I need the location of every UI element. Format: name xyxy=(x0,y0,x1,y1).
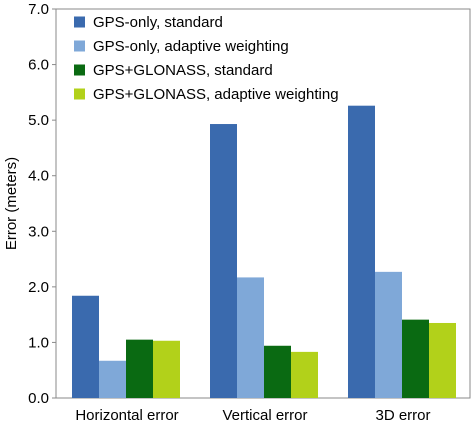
y-tick-label: 5.0 xyxy=(28,112,49,129)
bar xyxy=(237,277,264,398)
y-tick-label: 2.0 xyxy=(28,279,49,296)
y-tick-label: 4.0 xyxy=(28,168,49,185)
bar xyxy=(291,351,318,398)
bar xyxy=(402,319,429,398)
bar xyxy=(72,295,99,398)
bar xyxy=(348,105,375,399)
y-tick-label: 6.0 xyxy=(28,57,49,74)
bar xyxy=(99,360,126,398)
bar xyxy=(210,124,237,398)
bar xyxy=(429,322,456,398)
legend-swatch xyxy=(74,16,85,28)
bars xyxy=(72,105,456,399)
legend-label: GPS+GLONASS, adaptive weighting xyxy=(93,86,339,103)
legend-label: GPS+GLONASS, standard xyxy=(93,62,273,79)
bar xyxy=(375,271,402,398)
legend-label: GPS-only, adaptive weighting xyxy=(93,38,289,55)
y-axis-label: Error (meters) xyxy=(3,157,20,250)
bar xyxy=(126,339,153,398)
legend-swatch xyxy=(74,88,85,100)
y-tick-label: 0.0 xyxy=(28,390,49,407)
x-tick-label: Vertical error xyxy=(222,407,307,424)
legend-swatch xyxy=(74,40,85,52)
bar xyxy=(153,340,180,398)
legend-label: GPS-only, standard xyxy=(93,14,223,31)
axes: 0.0 1.0 2.0 3.0 4.0 5.0 6.0 7.0 Error (meters) Ho… xyxy=(3,1,471,424)
y-tick-label: 1.0 xyxy=(28,334,49,351)
bar xyxy=(264,345,291,398)
y-tick-label: 3.0 xyxy=(28,223,49,240)
y-tick-label: 7.0 xyxy=(28,1,49,18)
legend-swatch xyxy=(74,64,85,76)
x-tick-label: 3D error xyxy=(375,407,430,424)
legend: GPS-only, standard GPS-only, adaptive wei… xyxy=(74,14,339,103)
x-tick-label: Horizontal error xyxy=(75,407,178,424)
